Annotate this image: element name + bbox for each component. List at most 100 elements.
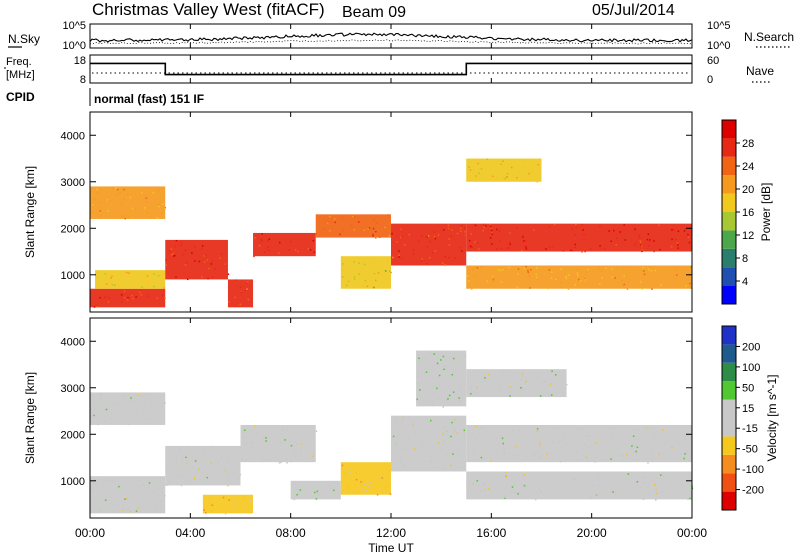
power-colorbar-segment xyxy=(722,120,736,139)
velocity-colorbar-tick: -15 xyxy=(742,423,758,435)
nsearch-label: N.Search xyxy=(744,30,794,44)
power-band xyxy=(466,158,542,182)
power-colorbar-segment xyxy=(722,230,736,249)
velocity-ylabel: Slant Range [km] xyxy=(23,372,37,464)
velocity-band xyxy=(391,415,467,472)
power-ytick-label: 1000 xyxy=(61,270,85,282)
power-band xyxy=(253,232,316,257)
velocity-colorbar-tick: -50 xyxy=(742,444,758,456)
power-colorbar-tick: 28 xyxy=(742,138,754,150)
power-colorbar-segment xyxy=(722,212,736,231)
nsearch-tick-bottom: 10^0 xyxy=(707,40,731,52)
velocity-band xyxy=(466,471,692,500)
power-colorbar-tick: 4 xyxy=(742,276,748,288)
nave-tick-top: 60 xyxy=(707,55,719,67)
power-band xyxy=(391,223,467,266)
nsearch-series xyxy=(90,39,693,45)
freq-label: Freq. xyxy=(6,56,32,68)
freq-tick-top: 18 xyxy=(74,55,86,67)
power-band xyxy=(466,265,692,289)
nave-tick-bottom: 0 xyxy=(707,74,713,86)
cpid-label: CPID xyxy=(6,90,35,104)
velocity-colorbar-tick: -100 xyxy=(742,464,764,476)
power-ytick-label: 3000 xyxy=(61,177,85,189)
time-axis-label: Time UT xyxy=(368,541,414,554)
velocity-ytick-label: 4000 xyxy=(61,336,85,348)
velocity-band xyxy=(340,462,391,495)
nsky-panel: N.Sky 10^5 10^0 10^5 10^0 N.Search xyxy=(8,20,794,52)
power-ylabel: Slant Range [km] xyxy=(23,166,37,258)
velocity-colorbar-segment xyxy=(722,491,736,510)
power-colorbar-label: Power [dB] xyxy=(759,183,773,242)
power-colorbar-segment xyxy=(722,175,736,194)
velocity-panel: 4000 3000 2000 1000 Slant Range [km] 200 100… xyxy=(23,317,779,519)
power-ytick-label: 4000 xyxy=(61,130,85,142)
time-tick-label: 04:00 xyxy=(175,526,205,540)
velocity-heatmap xyxy=(90,350,694,515)
velocity-ytick-label: 1000 xyxy=(61,476,85,488)
time-tick-label: 00:00 xyxy=(677,526,707,540)
velocity-colorbar-label: Velocity [m s^-1] xyxy=(765,375,779,462)
power-colorbar: 28 24 20 16 12 8 4 xyxy=(721,119,754,305)
freq-unit-label: [MHz] xyxy=(6,69,35,81)
velocity-colorbar-tick: 50 xyxy=(742,382,754,394)
velocity-colorbar-segment xyxy=(722,454,736,474)
power-band xyxy=(315,214,391,238)
velocity-band xyxy=(90,476,166,514)
freq-panel: Freq. [MHz] 18 8 60 0 Nave xyxy=(4,54,774,86)
power-heatmap xyxy=(90,158,693,308)
velocity-colorbar-segment xyxy=(722,344,736,363)
power-colorbar-tick: 12 xyxy=(742,230,754,242)
velocity-colorbar-tick: -200 xyxy=(742,485,764,497)
date-label: 05/Jul/2014 xyxy=(592,2,675,19)
power-colorbar-segment xyxy=(722,156,736,176)
nsky-label: N.Sky xyxy=(8,32,40,46)
velocity-colorbar-tick: 200 xyxy=(742,341,760,353)
nsky-tick-top: 10^5 xyxy=(62,20,86,32)
power-band xyxy=(90,186,166,219)
power-ytick-label: 2000 xyxy=(61,223,85,235)
power-colorbar-segment xyxy=(722,138,736,157)
power-colorbar-segment xyxy=(722,267,736,286)
power-band xyxy=(340,256,391,289)
power-colorbar-segment xyxy=(722,285,736,304)
nsky-series xyxy=(89,32,693,43)
velocity-band xyxy=(466,369,567,398)
power-colorbar-tick: 24 xyxy=(742,161,754,173)
freq-tick-bottom: 8 xyxy=(80,74,86,86)
time-tick-label: 08:00 xyxy=(276,526,306,540)
power-colorbar-segment xyxy=(722,248,736,268)
power-colorbar-tick: 8 xyxy=(742,253,748,265)
velocity-colorbar-segment xyxy=(722,436,736,455)
velocity-band xyxy=(240,424,316,463)
velocity-band xyxy=(466,424,692,463)
station-title: Christmas Valley West (fitACF) xyxy=(92,0,325,19)
time-tick-label: 00:00 xyxy=(75,526,105,540)
nsearch-tick-top: 10^5 xyxy=(707,20,731,32)
power-band xyxy=(466,223,692,252)
power-colorbar-tick: 16 xyxy=(742,207,754,219)
velocity-ytick-label: 3000 xyxy=(61,383,85,395)
time-tick-label: 16:00 xyxy=(476,526,506,540)
velocity-colorbar-segment xyxy=(722,399,736,418)
velocity-colorbar-tick: 100 xyxy=(742,362,760,374)
velocity-colorbar: 200 100 50 15 -15 -50 -100 -200 xyxy=(721,325,764,511)
beam-label: Beam 09 xyxy=(342,4,406,21)
nsky-tick-bottom: 10^0 xyxy=(62,40,86,52)
velocity-colorbar-segment xyxy=(722,326,736,345)
power-panel: 4000 3000 2000 1000 Slant Range [km] 28 24 20… xyxy=(23,111,773,313)
power-colorbar-tick: 20 xyxy=(742,184,754,196)
cpid-value: normal (fast) 151 IF xyxy=(94,92,204,106)
velocity-colorbar-tick: 15 xyxy=(742,403,754,415)
time-tick-label: 12:00 xyxy=(376,526,406,540)
velocity-band xyxy=(202,494,254,514)
velocity-ytick-label: 2000 xyxy=(61,429,85,441)
time-axis: 00:00 04:00 08:00 12:00 16:00 20:00 00:00 xyxy=(75,24,707,540)
velocity-colorbar-segment xyxy=(722,381,736,400)
velocity-colorbar-segment xyxy=(722,473,736,492)
velocity-band xyxy=(165,445,241,486)
velocity-colorbar-segment xyxy=(722,418,736,437)
power-colorbar-segment xyxy=(722,193,736,212)
freq-series xyxy=(90,62,692,76)
